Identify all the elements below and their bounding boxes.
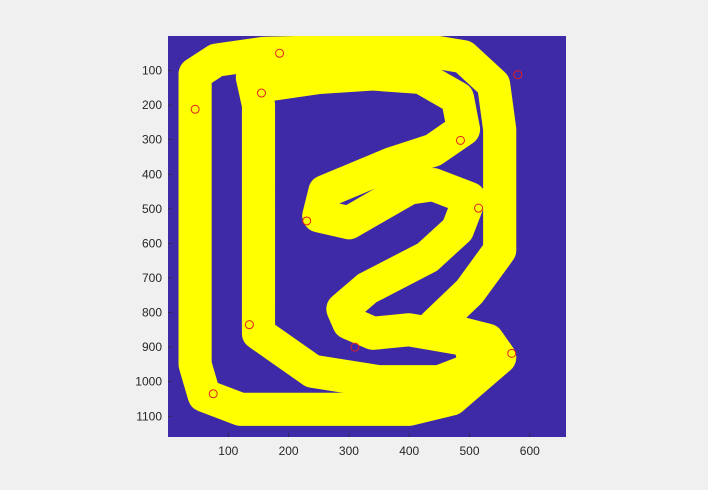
track-segment-2 xyxy=(178,36,517,426)
track-segment-1 xyxy=(235,57,493,399)
marker-series xyxy=(190,48,523,399)
y-tick-label: 900 xyxy=(142,340,162,354)
y-tick-label: 1000 xyxy=(135,375,162,389)
marker-point xyxy=(350,342,360,352)
marker-point xyxy=(275,48,285,58)
marker-point xyxy=(208,389,218,399)
y-tick-label: 200 xyxy=(142,98,162,112)
marker-point xyxy=(455,135,465,145)
marker-point xyxy=(507,348,517,358)
marker-point xyxy=(474,203,484,213)
x-tick-label: 500 xyxy=(459,444,479,458)
y-tick-label: 700 xyxy=(142,271,162,285)
marker-point xyxy=(190,104,200,114)
y-tick-label: 300 xyxy=(142,133,162,147)
x-tick-label: 600 xyxy=(520,444,540,458)
y-tick-label: 600 xyxy=(142,236,162,250)
x-tick-label: 100 xyxy=(218,444,238,458)
x-tick-label: 300 xyxy=(339,444,359,458)
y-tick-labels: 100 200 300 400 500 600 700 800 900 1000 1100 xyxy=(135,64,162,424)
marker-point xyxy=(513,70,523,80)
x-tick-label: 400 xyxy=(399,444,419,458)
y-tick-label: 400 xyxy=(142,167,162,181)
plot-area xyxy=(168,36,566,437)
marker-point xyxy=(256,88,266,98)
y-tick-label: 500 xyxy=(142,202,162,216)
y-tick-label: 100 xyxy=(142,64,162,78)
track-mask xyxy=(178,36,517,426)
marker-point xyxy=(302,216,312,226)
x-tick-label: 200 xyxy=(279,444,299,458)
y-tick-label: 1100 xyxy=(136,409,162,423)
x-tick-labels: 100 200 300 400 500 600 xyxy=(218,444,540,458)
marker-point xyxy=(244,320,254,330)
axes xyxy=(168,70,531,437)
y-tick-label: 800 xyxy=(142,306,162,320)
